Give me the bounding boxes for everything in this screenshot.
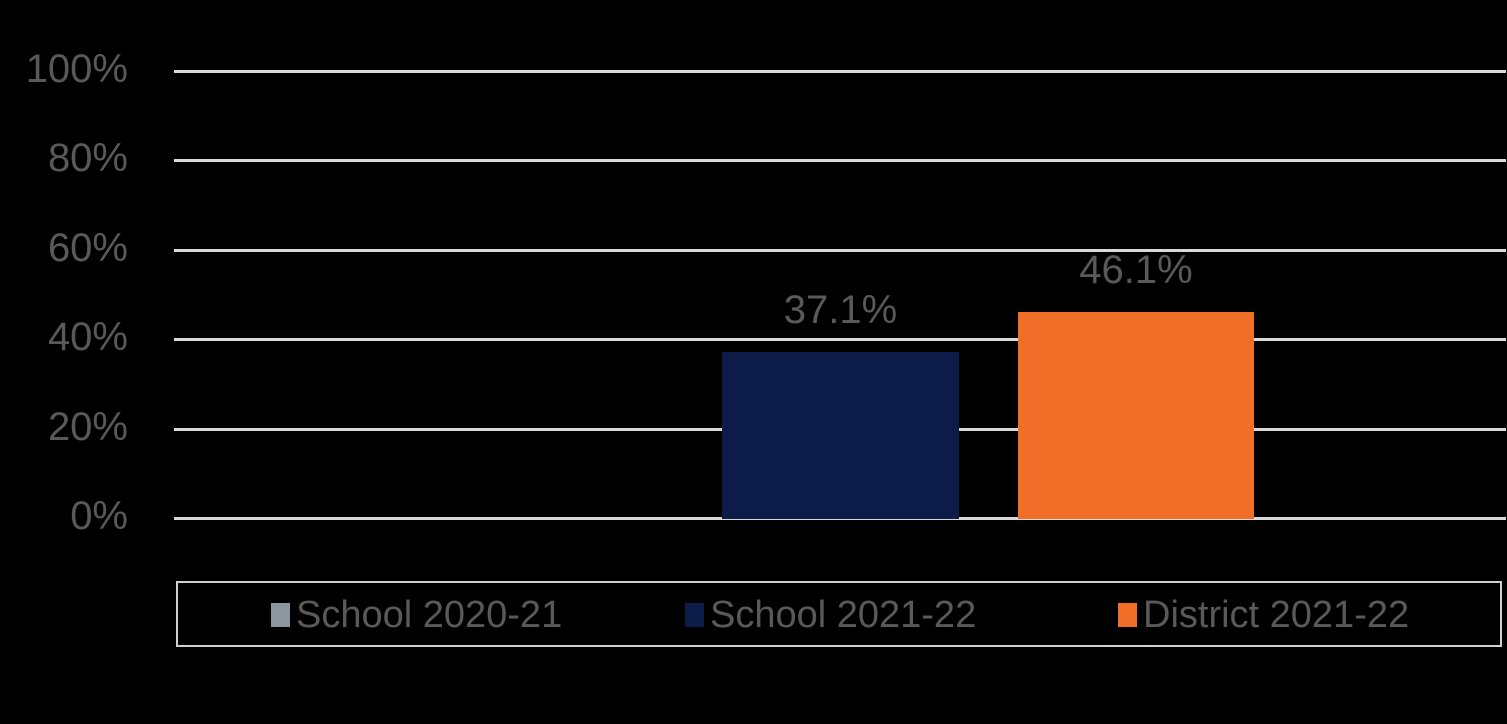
legend: School 2020-21 School 2021-22 District 202… — [176, 581, 1502, 647]
y-tick-label: 0% — [70, 494, 128, 538]
bar-value-label: 37.1% — [783, 288, 898, 333]
legend-item: School 2021-22 — [685, 593, 977, 636]
gridline — [174, 338, 1506, 342]
legend-swatch-icon — [685, 603, 704, 627]
legend-label: District 2021-22 — [1143, 593, 1410, 636]
y-tick-label: 60% — [47, 225, 128, 270]
legend-label: School 2021-22 — [710, 593, 977, 636]
legend-swatch-icon — [271, 603, 290, 627]
y-tick-label: 100% — [25, 47, 128, 91]
y-tick-label: 40% — [47, 315, 128, 360]
legend-label: School 2020-21 — [296, 593, 563, 636]
gridline — [174, 248, 1506, 252]
gridline — [174, 70, 1506, 73]
bar-school-2021-22 — [722, 352, 959, 519]
legend-item: District 2021-22 — [1118, 593, 1410, 636]
legend-swatch-icon — [1118, 603, 1137, 627]
y-tick-label: 20% — [47, 404, 128, 449]
bar-district-2021-22 — [1018, 311, 1254, 519]
y-tick-label: 80% — [47, 136, 128, 181]
bar-value-label: 46.1% — [1079, 247, 1193, 292]
gridline — [174, 159, 1506, 163]
legend-item: School 2020-21 — [271, 593, 563, 636]
